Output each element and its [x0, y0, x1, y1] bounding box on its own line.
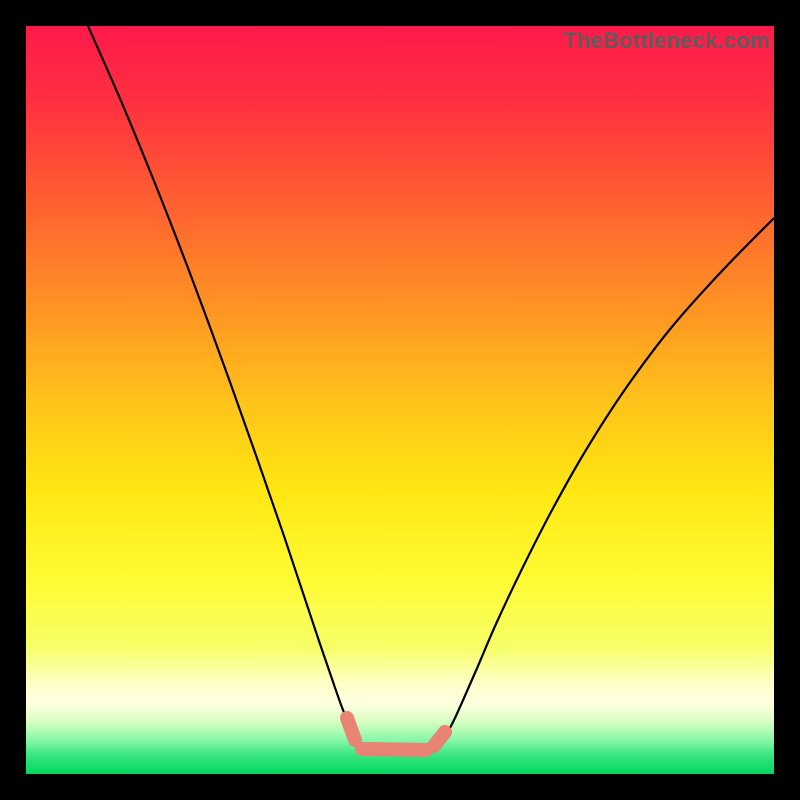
- trough-markers: [347, 718, 445, 750]
- watermark-text: TheBottleneck.com: [564, 28, 770, 54]
- trough-segment: [362, 749, 426, 750]
- trough-segment: [347, 718, 355, 740]
- bottleneck-curve: [88, 26, 774, 752]
- trough-segment: [434, 732, 445, 746]
- curve-layer: [26, 26, 774, 774]
- chart-frame: TheBottleneck.com: [0, 0, 800, 800]
- plot-area: TheBottleneck.com: [26, 26, 774, 774]
